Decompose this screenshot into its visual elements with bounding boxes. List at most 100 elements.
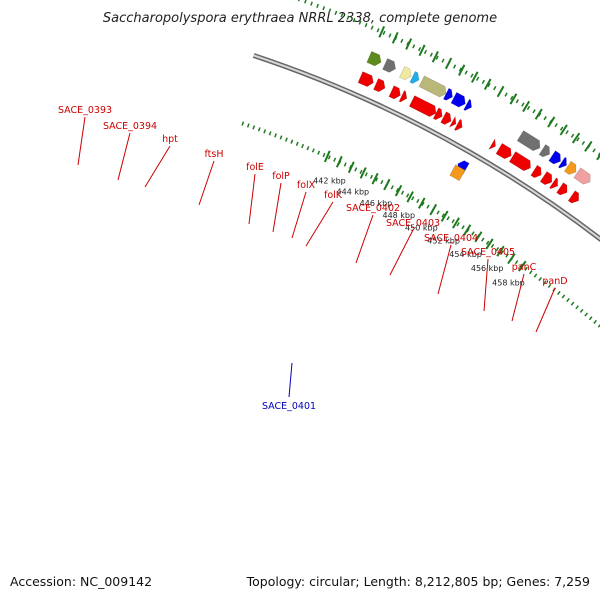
tick-mark	[537, 112, 542, 117]
accession-text: Accession: NC_009142	[10, 574, 152, 589]
leader-line	[389, 229, 414, 276]
scale-tick-label: 458 kbp	[492, 279, 525, 288]
gene-feature-red	[488, 138, 496, 151]
leader-line	[291, 191, 307, 239]
leader-line	[511, 273, 525, 322]
gene-label-hpt: hpt	[162, 134, 178, 145]
tick-mark	[369, 174, 374, 180]
tick-mark	[390, 185, 394, 190]
scale-tick-label: 442 kbp	[313, 177, 346, 186]
gene-label-SACE_0401: SACE_0401	[262, 401, 316, 412]
major-tick-inner	[463, 224, 472, 236]
gene-feature-khaki	[418, 75, 447, 98]
tick-mark	[579, 308, 584, 313]
major-tick-outer	[571, 132, 581, 144]
tick-mark	[327, 155, 331, 160]
tick-mark	[411, 196, 415, 201]
tick-mark	[559, 126, 564, 131]
major-tick-inner	[406, 191, 414, 203]
major-tick-inner	[517, 260, 527, 272]
tick-mark	[322, 152, 326, 158]
tick-mark	[358, 20, 362, 25]
leader-line	[355, 214, 374, 264]
gene-feature-orange	[563, 160, 577, 175]
tick-mark	[423, 49, 428, 55]
gene-label-SACE_0402: SACE_0402	[346, 203, 400, 214]
major-tick-outer	[378, 25, 386, 38]
tick-mark	[464, 70, 468, 75]
major-tick-outer	[391, 31, 399, 44]
genome-backbone	[252, 53, 600, 243]
gene-features	[357, 51, 591, 204]
gene-feature-blue	[548, 150, 561, 165]
tick-mark	[581, 140, 586, 146]
tick-mark	[576, 137, 580, 142]
tick-mark	[453, 64, 457, 69]
tick-mark	[597, 152, 600, 157]
tick-mark	[421, 201, 425, 206]
gene-feature-red	[440, 111, 452, 125]
tick-mark	[346, 15, 350, 20]
major-tick-inner	[452, 217, 460, 229]
leader-line	[437, 244, 452, 295]
leader-line	[535, 287, 556, 333]
tick-mark	[382, 30, 386, 35]
tick-mark	[451, 219, 455, 224]
major-tick-inner	[371, 172, 379, 185]
scale-tick-label: 450 kbp	[405, 223, 438, 232]
scale-tick-label: 448 kbp	[382, 211, 415, 220]
tick-mark	[435, 55, 439, 60]
gene-feature-red	[508, 151, 531, 172]
tick-mark	[505, 253, 509, 258]
gene-feature-cyan	[409, 70, 420, 84]
tick-mark	[500, 250, 504, 255]
major-tick-outer	[496, 85, 505, 98]
gene-feature-olive	[366, 51, 382, 67]
major-tick-inner	[474, 231, 483, 243]
tick-mark	[274, 133, 277, 138]
gene-feature-gray	[382, 58, 396, 73]
map-title: Saccharopolyspora erythraea NRRL 2338, c…	[103, 11, 497, 26]
major-tick-inner	[417, 197, 426, 209]
tick-mark	[297, 0, 300, 2]
tick-mark	[588, 316, 593, 321]
tick-mark	[306, 146, 310, 151]
major-tick-outer	[559, 124, 568, 136]
major-tick-inner	[394, 184, 403, 197]
tick-mark	[304, 0, 307, 4]
major-tick-outer	[418, 44, 426, 57]
major-tick-inner	[383, 178, 391, 191]
gene-label-ftsH: ftsH	[205, 149, 224, 160]
tick-mark	[352, 18, 356, 23]
tick-mark	[400, 190, 405, 195]
tick-mark	[436, 210, 440, 215]
tick-mark	[529, 270, 533, 275]
tick-mark	[340, 13, 344, 18]
gene-label-folK: folK	[324, 190, 343, 201]
tick-mark	[333, 157, 337, 162]
tick-mark	[461, 225, 465, 230]
tick-mark	[446, 216, 450, 221]
leader-line	[117, 132, 131, 181]
gene-label-SACE_0403: SACE_0403	[386, 218, 440, 229]
tick-mark	[514, 260, 519, 265]
major-tick-outer	[584, 140, 593, 152]
tick-mark	[490, 243, 495, 248]
tick-mark	[252, 125, 256, 130]
tick-mark	[547, 283, 552, 288]
tick-mark	[521, 102, 525, 107]
tick-mark	[364, 22, 368, 28]
gene-feature-red	[453, 118, 463, 131]
tick-mark	[290, 139, 294, 144]
gene-feature-red	[388, 85, 401, 100]
tick-mark	[241, 121, 245, 126]
gene-feature-blue	[463, 98, 472, 111]
scale-tick-label: 454 kbp	[449, 250, 482, 259]
gene-label-folE: folE	[246, 162, 264, 173]
major-tick-inner	[496, 245, 505, 257]
tick-mark	[246, 123, 250, 128]
tick-mark	[257, 127, 261, 132]
major-tick-outer	[534, 108, 543, 120]
tick-mark	[510, 95, 514, 100]
